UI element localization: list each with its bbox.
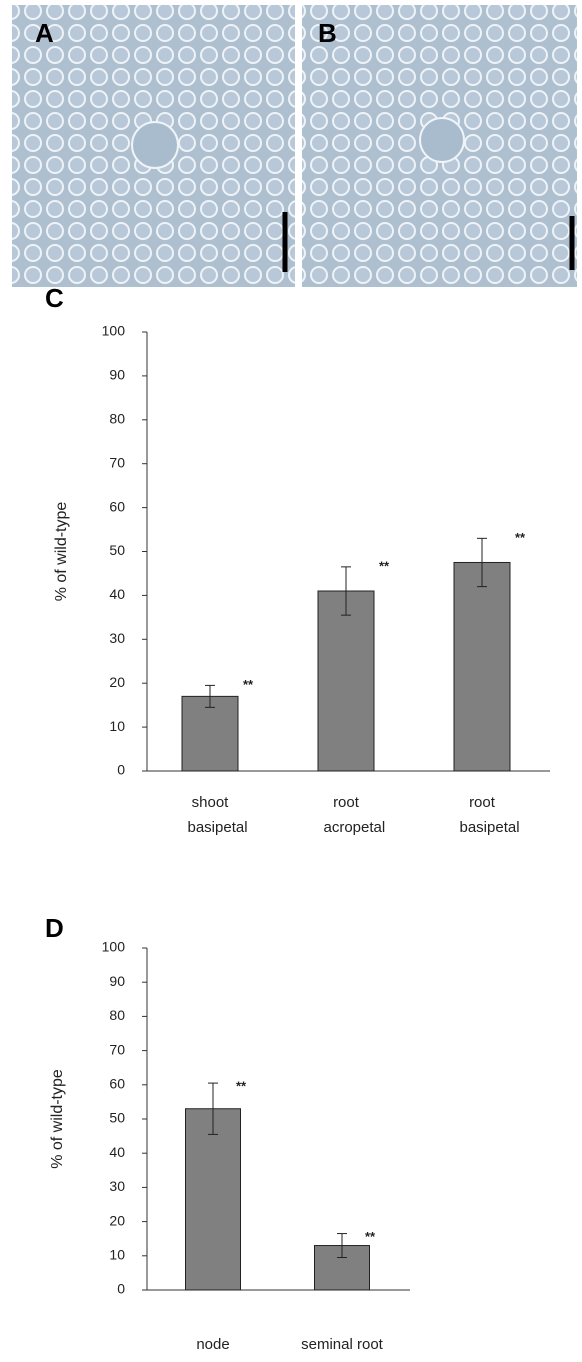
panel-label: B — [318, 18, 337, 48]
y-tick-label: 30 — [109, 630, 125, 646]
significance: ** — [379, 558, 390, 573]
bar — [185, 1108, 241, 1291]
panel-label: A — [35, 18, 54, 48]
y-tick-label: 90 — [109, 367, 125, 383]
y-tick-label: 40 — [109, 586, 125, 602]
x-tick-label: seminal root — [301, 1336, 383, 1353]
y-tick-label: 0 — [117, 1281, 125, 1297]
significance: ** — [365, 1229, 376, 1244]
y-tick-label: 40 — [109, 1144, 125, 1160]
y-tick-label: 70 — [109, 454, 125, 470]
x-tick-label: node — [196, 1336, 230, 1353]
vessel — [131, 121, 179, 169]
y-tick-label: 20 — [109, 1212, 125, 1228]
significance: ** — [243, 677, 254, 692]
panel-label: C — [45, 283, 64, 313]
bar — [181, 695, 239, 772]
bar — [317, 590, 375, 772]
y-tick-label: 90 — [109, 973, 125, 989]
y-tick-label: 10 — [109, 718, 125, 734]
panel-label: D — [45, 913, 64, 943]
significance: ** — [515, 530, 526, 545]
y-axis-title: % of wild-type — [53, 502, 70, 602]
y-tick-label: 50 — [109, 542, 125, 558]
significance: ** — [236, 1079, 247, 1094]
y-tick-label: 100 — [102, 323, 126, 339]
y-tick-label: 10 — [109, 1247, 125, 1263]
x-tick-label: root acropetal — [323, 794, 386, 836]
x-tick-label: shoot basipetal — [187, 794, 248, 836]
y-tick-label: 60 — [109, 1076, 125, 1092]
y-tick-label: 100 — [102, 939, 126, 955]
bar — [453, 561, 511, 772]
y-tick-label: 80 — [109, 1007, 125, 1023]
y-tick-label: 80 — [109, 411, 125, 427]
y-axis-title: % of wild-type — [49, 1069, 66, 1169]
y-tick-label: 20 — [109, 674, 125, 690]
y-tick-label: 50 — [109, 1110, 125, 1126]
vessel — [419, 117, 465, 163]
y-tick-label: 70 — [109, 1041, 125, 1057]
x-tick-label: root basipetal — [459, 794, 520, 836]
y-tick-label: 60 — [109, 498, 125, 514]
y-tick-label: 30 — [109, 1178, 125, 1194]
y-tick-label: 0 — [117, 762, 125, 778]
